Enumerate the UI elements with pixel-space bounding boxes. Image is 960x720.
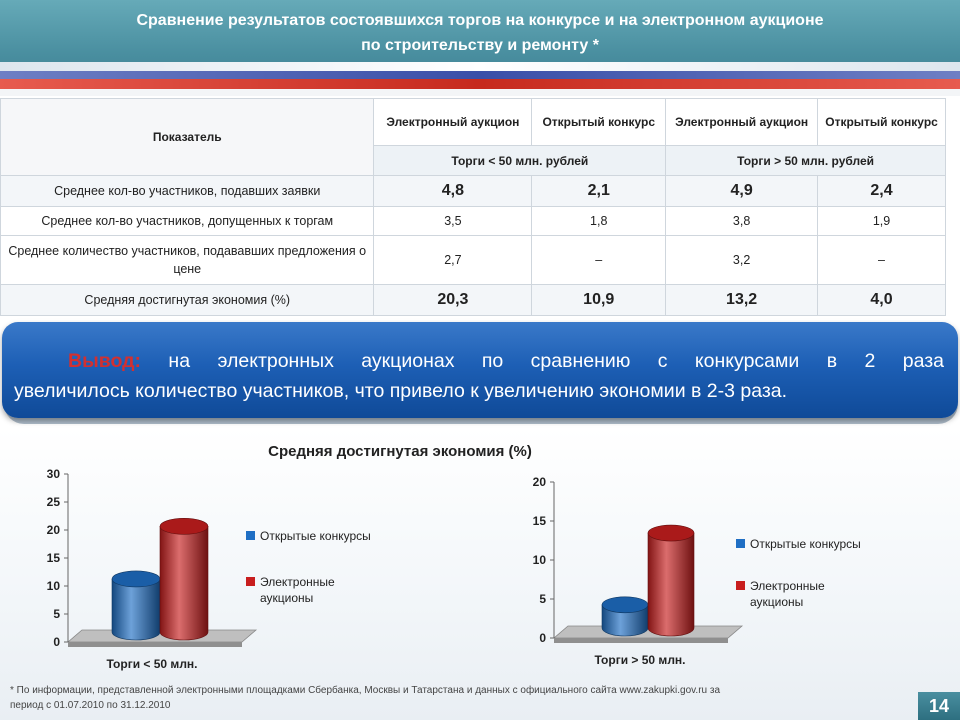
bar-top [601,596,649,614]
chart-floor-edge [68,642,242,647]
table-row: Среднее кол-во участников, допущенных к … [0,206,946,236]
y-tick-label: 20 [47,523,61,537]
bar-body [111,578,161,641]
bar-body [601,604,649,637]
y-tick-label: 15 [533,514,547,528]
legend-label: Открытые конкурсы [750,537,861,551]
table-row: Среднее кол-во участников, подавших заяв… [0,175,946,207]
bar-body [647,532,695,637]
conclusion-text: Вывод: на электронных аукционах по сравн… [14,346,944,406]
legend-swatch [246,531,255,540]
conclusion-label: Вывод: [68,350,141,372]
table-cell: 4,9 [665,175,819,207]
y-tick-label: 5 [53,607,60,621]
table-cell: 2,1 [531,175,667,207]
y-tick-label: 10 [533,553,547,567]
table-cell: 3,5 [373,206,533,236]
y-tick-label: 0 [539,631,546,645]
footnote: * По информации, представленной электрон… [10,683,890,713]
table-row: Средняя достигнутая экономия (%) 20,3 10… [0,284,946,316]
legend-label: Открытые конкурсы [260,529,371,543]
table-cell: 3,8 [665,206,819,236]
conclusion-line-1: на электронных аукционах по сравнению с … [168,350,945,372]
chart-floor-edge [554,638,728,643]
legend-swatch [246,577,255,586]
footnote-line-2: период с 01.07.2010 по 31.12.2010 [10,700,171,711]
bar-top [159,518,209,535]
y-tick-label: 10 [47,579,61,593]
table-cell: 3,2 [665,235,819,285]
conclusion-box [2,322,958,418]
table-cell: 13,2 [665,284,819,316]
y-tick-label: 0 [53,635,60,649]
y-tick-label: 30 [47,467,61,481]
table-cell: 4,0 [817,284,946,316]
row-label: Среднее кол-во участников, допущенных к … [0,206,375,236]
y-tick-label: 20 [533,475,547,489]
group-header: Торги > 50 млн. рублей [665,145,946,176]
indicator-header: Показатель [0,98,375,176]
flag-stripe-blue [0,71,960,79]
bar-top [647,524,695,542]
table-cell: 1,8 [531,206,667,236]
bar-open-tender [111,570,161,641]
legend-label: аукционы [260,591,313,605]
table-cell: 1,9 [817,206,946,236]
comparison-table: Показатель Электронный аукцион Открытый … [0,98,946,316]
col-header: Открытый конкурс [531,98,667,146]
footnote-line-1: * По информации, представленной электрон… [10,685,721,696]
bar-electronic-auction [647,524,695,637]
row-label: Среднее кол-во участников, подавших заяв… [0,175,375,207]
col-header: Электронный аукцион [373,98,533,146]
col-header: Электронный аукцион [665,98,819,146]
table-cell: 20,3 [373,284,533,316]
category-label: Торги > 50 млн. [594,653,685,667]
title-line-1: Сравнение результатов состоявшихся торго… [136,12,824,29]
row-label: Среднее количество участников, подававши… [0,235,375,285]
table-cell: 2,4 [817,175,946,207]
table-group-row: Торги < 50 млн. рублей Торги > 50 млн. р… [1,145,946,176]
flag-stripe-white [0,62,960,71]
legend-swatch [736,581,745,590]
table-header-row: Показатель Электронный аукцион Открытый … [0,98,946,176]
chart-large-tenders: 0 5 10 15 20 Торги > 50 млн. Открытые конкурсы… [533,475,861,667]
header-band: Сравнение результатов состоявшихся торго… [0,0,960,96]
bar-top [111,570,161,588]
y-tick-label: 15 [47,551,61,565]
category-label: Торги < 50 млн. [106,657,197,671]
title-line-2: по строительству и ремонту * [361,37,599,54]
legend-swatch [736,539,745,548]
conclusion-line-2: увеличилось количество участников, что п… [14,380,788,402]
group-header: Торги < 50 млн. рублей [373,145,667,176]
page-number: 14 [918,692,960,720]
y-tick-label: 25 [47,495,61,509]
table-cell: – [817,235,946,285]
table-cell: – [531,235,667,285]
bar-open-tender [601,596,649,637]
page-title: Сравнение результатов состоявшихся торго… [40,8,920,58]
flag-stripe-red [0,79,960,89]
row-label: Средняя достигнутая экономия (%) [0,284,375,316]
legend-label: Электронные [260,575,335,589]
y-tick-label: 5 [539,592,546,606]
chart-title: Средняя достигнутая экономия (%) [268,443,532,460]
table-cell: 2,7 [373,235,533,285]
col-header: Открытый конкурс [817,98,946,146]
table-cell: 10,9 [531,284,667,316]
table-cell: 4,8 [373,175,533,207]
table-row: Среднее количество участников, подававши… [0,235,946,285]
flag-stripe-light [0,89,960,96]
bar-body [159,526,209,641]
chart-small-tenders: 0 5 10 15 20 25 30 Торги < 50 млн. Открытые конк… [47,467,371,671]
bar-electronic-auction [159,518,209,641]
legend-label: Электронные [750,579,825,593]
legend-label: аукционы [750,595,803,609]
